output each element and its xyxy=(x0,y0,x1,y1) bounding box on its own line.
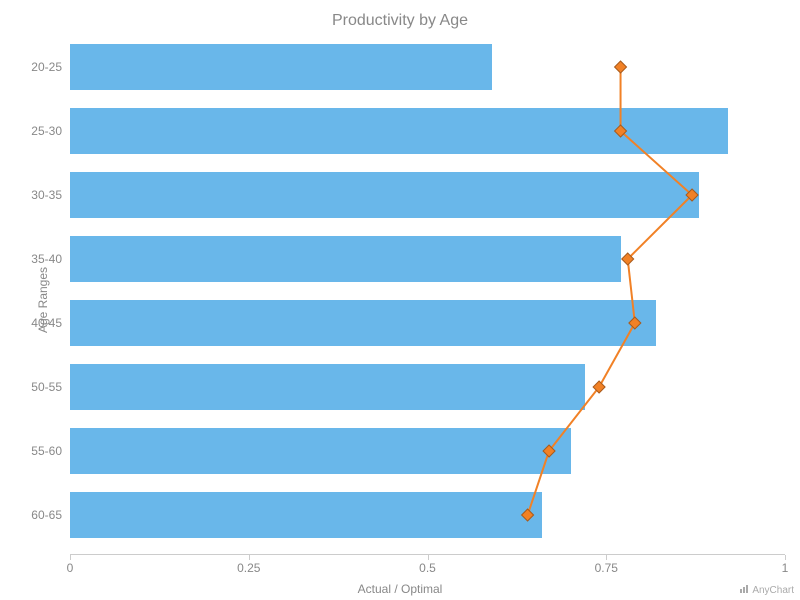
x-tick xyxy=(70,555,71,560)
y-tick-label: 60-65 xyxy=(31,508,62,522)
x-tick-label: 0.25 xyxy=(237,561,260,575)
plot-area: 00.250.50.75120-2525-3030-3535-4040-4550… xyxy=(70,40,785,555)
y-tick-label: 55-60 xyxy=(31,444,62,458)
credit-label: AnyChart xyxy=(740,585,794,596)
line-marker xyxy=(522,509,534,521)
chart-title: Productivity by Age xyxy=(0,0,800,30)
y-tick-label: 20-25 xyxy=(31,60,62,74)
x-tick-label: 0.75 xyxy=(595,561,618,575)
x-tick-label: 0 xyxy=(67,561,74,575)
x-tick-label: 1 xyxy=(782,561,789,575)
y-tick-label: 35-40 xyxy=(31,252,62,266)
y-tick-label: 50-55 xyxy=(31,380,62,394)
y-tick-label: 40-45 xyxy=(31,316,62,330)
x-tick xyxy=(428,555,429,560)
x-tick xyxy=(249,555,250,560)
x-tick xyxy=(606,555,607,560)
x-tick xyxy=(785,555,786,560)
x-tick-label: 0.5 xyxy=(419,561,436,575)
chart-container: Productivity by Age Age Ranges 00.250.50… xyxy=(0,0,800,600)
y-tick-label: 30-35 xyxy=(31,188,62,202)
credit-text: AnyChart xyxy=(752,585,794,596)
bar-chart-icon xyxy=(740,585,750,593)
y-tick-label: 25-30 xyxy=(31,124,62,138)
x-axis-title: Actual / Optimal xyxy=(358,582,443,596)
line-marker xyxy=(629,317,641,329)
line-series xyxy=(70,40,785,555)
line-marker xyxy=(615,61,627,73)
